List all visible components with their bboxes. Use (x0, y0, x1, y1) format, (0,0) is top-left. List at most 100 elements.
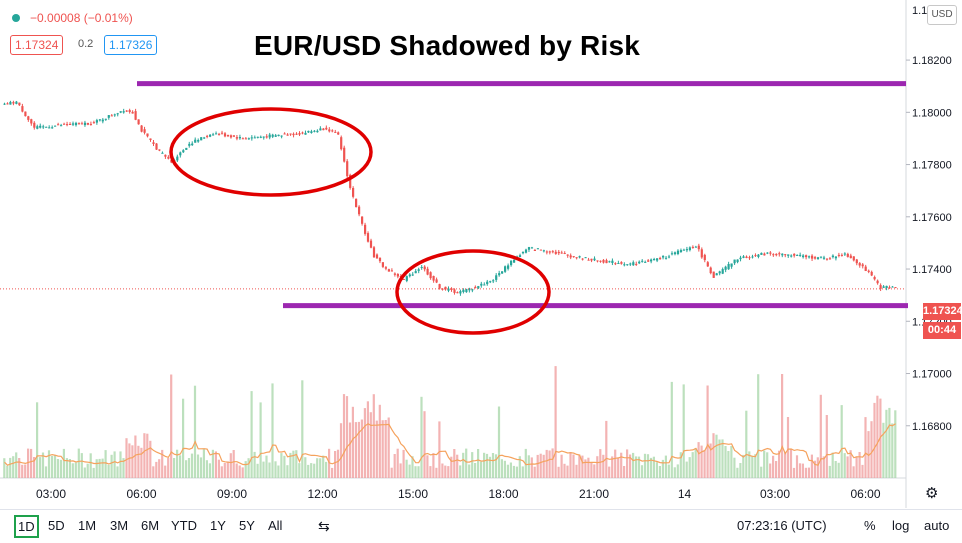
candle-body (548, 251, 551, 253)
candle-body (703, 254, 706, 261)
volume-bar (15, 452, 18, 478)
candle-body (724, 266, 727, 270)
candle-body (340, 137, 343, 150)
candle-body (125, 110, 128, 112)
volume-bar (71, 463, 74, 478)
timeframe-all[interactable]: All (268, 518, 283, 533)
candle-body (632, 262, 635, 266)
volume-bar (325, 461, 328, 478)
volume-bar (605, 420, 608, 478)
candle-body (295, 133, 298, 135)
candle-body (322, 128, 325, 131)
candle-body (426, 268, 429, 275)
candle-body (194, 139, 197, 143)
volume-bar (676, 464, 679, 478)
bottom-highlight-ellipse (395, 249, 551, 335)
volume-bar (435, 467, 438, 478)
volume-bar (748, 451, 751, 478)
candle-body (676, 250, 680, 254)
volume-bar (453, 449, 456, 478)
candle-body (86, 123, 89, 125)
volume-bar (155, 461, 158, 478)
candle-body (152, 142, 155, 144)
volume-bar (471, 452, 474, 478)
candle-body (220, 132, 224, 134)
candle-body (486, 281, 489, 285)
volume-bar (176, 449, 179, 478)
volume-bar (477, 449, 480, 478)
volume-bar (199, 457, 203, 478)
candle-body (870, 271, 873, 276)
volume-bar (846, 456, 849, 478)
candle-body (238, 137, 241, 139)
timeframe-1d[interactable]: 1D (14, 515, 39, 538)
candle-body (456, 292, 459, 294)
date-range-icon[interactable]: ⇆ (318, 518, 330, 534)
timeframe-ytd[interactable]: YTD (171, 518, 197, 533)
candle-body (670, 253, 674, 255)
candle-body (66, 124, 69, 126)
volume-bar (643, 453, 647, 478)
volume-bar (480, 461, 483, 478)
volume-bar (888, 407, 891, 478)
candle-body (280, 135, 283, 137)
candle-body (569, 255, 572, 258)
candle-body (808, 256, 811, 258)
time-axis-label: 09:00 (217, 487, 247, 501)
price-axis-label: 1.18000 (912, 107, 952, 119)
volume-bar (146, 433, 149, 478)
candle-body (837, 254, 840, 256)
volume-bar (167, 458, 170, 478)
candle-body (474, 286, 477, 289)
timeframe-5y[interactable]: 5Y (239, 518, 255, 533)
volume-bar (316, 458, 319, 478)
candle-body (89, 123, 92, 125)
volume-bar (703, 450, 706, 478)
timeframe-1m[interactable]: 1M (78, 518, 97, 533)
candle-body (337, 132, 340, 135)
volume-bar (539, 453, 542, 478)
candle-body (215, 133, 218, 135)
price-axis-label: 1.17400 (912, 264, 952, 276)
candle-body (453, 289, 456, 293)
volume-bar (763, 450, 766, 478)
volume-bar (629, 454, 632, 478)
timeframe-1y[interactable]: 1Y (210, 518, 226, 533)
candle-body (682, 249, 685, 251)
utc-clock[interactable]: 07:23:16 (UTC) (737, 518, 827, 533)
candle-body (781, 253, 784, 256)
candle-body (527, 247, 531, 250)
candle-body (542, 250, 545, 252)
candle-body (101, 119, 104, 122)
timeframe-3m[interactable]: 3M (110, 518, 129, 533)
candle-body (265, 136, 268, 138)
volume-bar (840, 405, 843, 478)
candle-body (787, 254, 790, 256)
volume-bar (143, 433, 146, 478)
buy-price-box[interactable]: 1.17326 (104, 35, 158, 55)
volume-bar (226, 461, 229, 478)
sell-price-box[interactable]: 1.17324 (10, 35, 64, 55)
volume-bar (882, 422, 885, 478)
log-toggle[interactable]: log (892, 518, 910, 533)
percent-toggle[interactable]: % (864, 518, 876, 533)
timeframe-5d[interactable]: 5D (48, 518, 65, 533)
volume-bar (47, 450, 51, 478)
volume-bar (822, 456, 825, 478)
settings-gear-icon[interactable]: ⚙ (925, 485, 939, 502)
volume-bar (503, 460, 506, 478)
volume-bar (33, 457, 36, 478)
volume-bar (563, 463, 566, 478)
candle-body (393, 273, 396, 275)
volume-bar (611, 456, 614, 478)
currency-selector[interactable]: USD (927, 5, 957, 25)
candle-body (334, 131, 337, 133)
volume-bar (682, 384, 685, 478)
volume-bar (518, 456, 521, 478)
volume-bar (849, 450, 852, 478)
volume-bar (742, 454, 745, 478)
auto-toggle[interactable]: auto (924, 518, 950, 533)
timeframe-6m[interactable]: 6M (141, 518, 160, 533)
